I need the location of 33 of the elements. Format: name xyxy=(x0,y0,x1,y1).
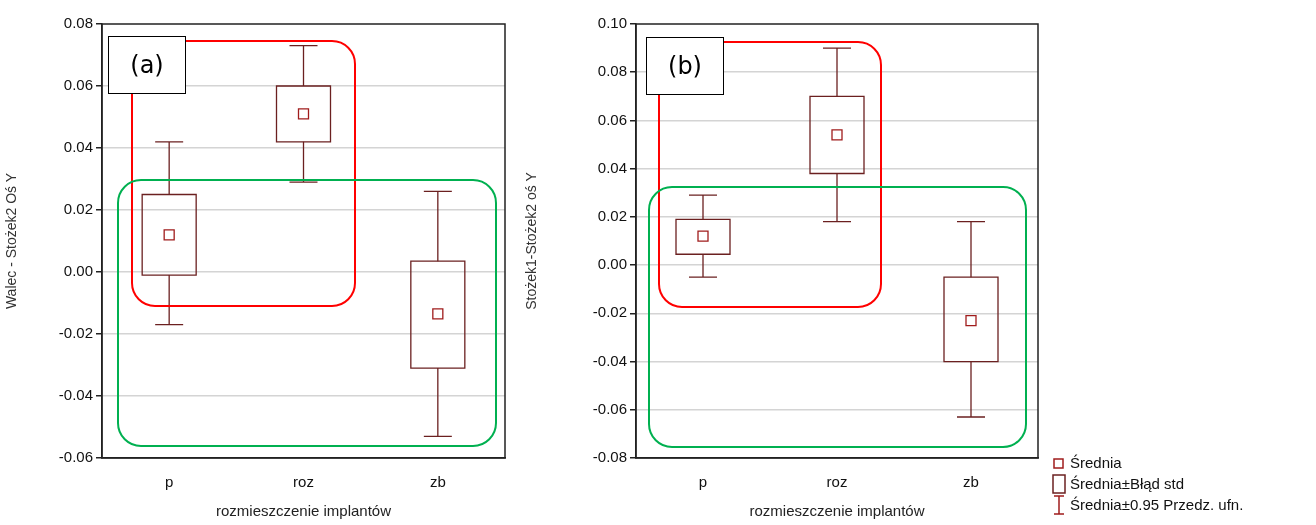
y-tick-label: 0.08 xyxy=(63,14,93,32)
y-tick-label: 0.02 xyxy=(63,200,93,218)
x-tick-label: roz xyxy=(293,473,314,491)
y-tick-label: 0.06 xyxy=(597,110,627,128)
y-tick-label: 0.02 xyxy=(597,207,627,225)
x-axis-title: rozmieszczenie implantów xyxy=(215,502,392,520)
x-tick-label: roz xyxy=(826,473,848,491)
y-tick-label: -0.02 xyxy=(592,303,627,321)
y-tick-label: -0.06 xyxy=(58,448,93,466)
y-tick-label: 0.00 xyxy=(63,262,93,280)
y-tick-label: 0.04 xyxy=(63,138,93,156)
text: Średnia±Błąd std xyxy=(1070,474,1185,494)
x-tick-label: zb xyxy=(963,473,979,491)
y-tick-label: 0.04 xyxy=(597,158,627,176)
y-tick-label: -0.04 xyxy=(592,351,627,369)
y-tick-label: 0.10 xyxy=(597,14,627,32)
y-axis-title: Walec - Stożek2 Oś Y xyxy=(3,172,20,310)
text: Średnia xyxy=(1070,453,1122,473)
y-tick-label: -0.02 xyxy=(58,324,93,342)
x-tick-label: zb xyxy=(429,473,446,491)
x-tick-label: p xyxy=(698,473,708,491)
y-axis-title: Stożek1-Stożek2 oś Y xyxy=(523,171,540,310)
x-tick-label: p xyxy=(164,473,174,491)
y-tick-label: 0.08 xyxy=(597,62,627,80)
text: Średnia±0.95 Przedz. ufn. xyxy=(1070,495,1244,515)
text: (a) xyxy=(108,36,186,94)
y-tick-label: -0.04 xyxy=(58,386,93,404)
y-tick-label: -0.08 xyxy=(592,448,627,466)
y-tick-label: 0.06 xyxy=(63,76,93,94)
text: (b) xyxy=(646,37,724,95)
y-tick-label: -0.06 xyxy=(592,399,627,417)
x-axis-title: rozmieszczenie implantów xyxy=(749,502,925,520)
y-tick-label: 0.00 xyxy=(597,255,627,273)
